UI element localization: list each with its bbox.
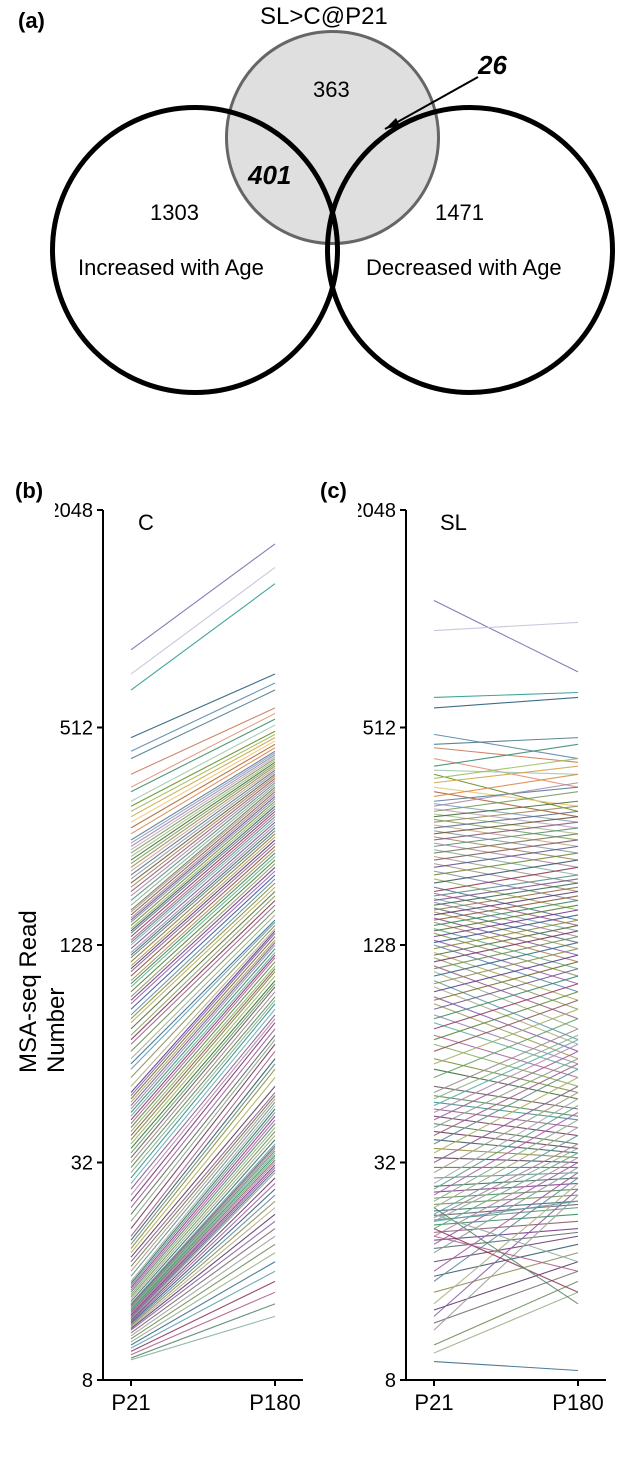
venn-right-label: Decreased with Age: [366, 255, 562, 281]
venn-diagram: SL>C@P21 363 401 26 1303 1471 Increased …: [30, 5, 603, 415]
svg-text:32: 32: [71, 1153, 93, 1175]
svg-text:512: 512: [363, 718, 396, 740]
venn-left-label: Increased with Age: [78, 255, 264, 281]
svg-text:512: 512: [60, 718, 93, 740]
panel-c-label: (c): [320, 478, 347, 504]
venn-overlap-left: 401: [248, 160, 291, 191]
svg-text:32: 32: [374, 1153, 396, 1175]
venn-top-only: 363: [313, 77, 350, 103]
svg-text:2048: 2048: [55, 500, 93, 522]
svg-text:2048: 2048: [358, 500, 396, 522]
svg-text:128: 128: [60, 935, 93, 957]
svg-text:P21: P21: [414, 1390, 453, 1415]
svg-text:P180: P180: [249, 1390, 300, 1415]
svg-text:P180: P180: [552, 1390, 603, 1415]
plot-b: 2048 512 128 32 8 P21 P180: [55, 500, 315, 1430]
venn-circle-right: [325, 105, 615, 395]
venn-right-only: 1471: [435, 200, 484, 226]
plot-c: 2048 512 128 32 8 P21 P180: [358, 500, 618, 1430]
venn-arrow-icon: [360, 65, 500, 145]
venn-circle-left: [50, 105, 340, 395]
svg-text:P21: P21: [111, 1390, 150, 1415]
panel-b-label: (b): [15, 478, 43, 504]
svg-text:128: 128: [363, 935, 396, 957]
svg-text:8: 8: [82, 1370, 93, 1392]
svg-text:8: 8: [385, 1370, 396, 1392]
venn-left-only: 1303: [150, 200, 199, 226]
venn-top-title: SL>C@P21: [260, 3, 388, 31]
